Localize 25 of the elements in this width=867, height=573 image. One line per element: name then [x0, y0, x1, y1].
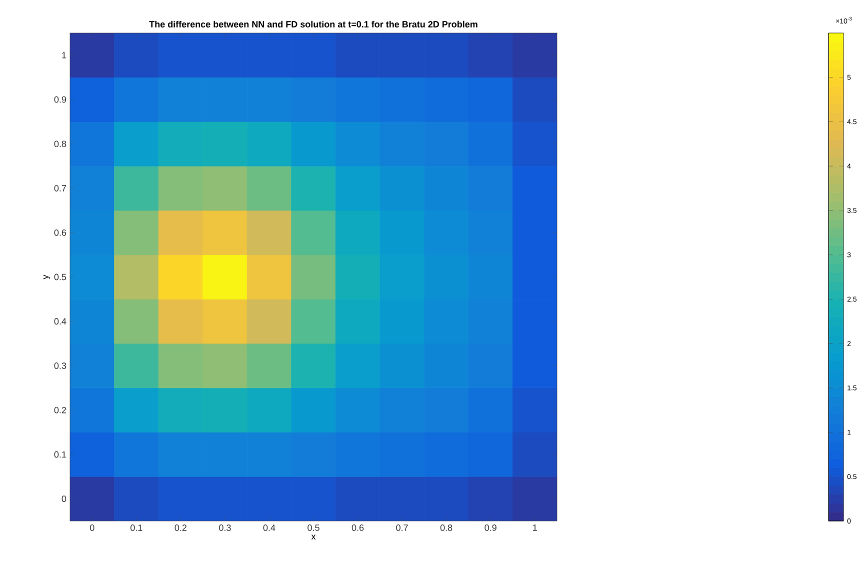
x-tick-label: 0.8: [440, 524, 452, 531]
chart-title: The difference between NN and FD solution at t=0.1 for the Bratu 2D Problem: [149, 20, 478, 28]
x-tick-label: 0.6: [352, 524, 364, 531]
y-tick-label: 0.1: [54, 451, 66, 458]
x-axis-title: x: [311, 534, 316, 540]
y-tick-label: 0.8: [54, 140, 66, 148]
x-tick-label: 0.2: [174, 524, 186, 531]
y-axis-title: y: [43, 274, 50, 280]
y-tick-label: 0.3: [54, 362, 66, 369]
x-tick-label: 0: [90, 524, 94, 531]
y-tick-label: 0: [62, 496, 66, 502]
y-tick-label: 0.5: [54, 274, 66, 280]
x-tick-label: 0.4: [263, 524, 276, 531]
y-tick-label: 0.2: [54, 406, 66, 414]
y-tick-label: 0.7: [54, 185, 66, 192]
x-tick-label: 0.5: [308, 524, 320, 531]
y-tick-label: 1: [62, 52, 66, 58]
x-tick-label: 0.9: [484, 524, 496, 531]
y-tick-label: 0.9: [54, 96, 66, 103]
x-tick-label: 1: [533, 524, 537, 531]
x-tick-label: 0.1: [130, 524, 142, 531]
y-tick-label: 0.4: [54, 318, 66, 325]
y-tick-label: 0.6: [54, 229, 66, 236]
x-tick-label: 0.7: [396, 524, 408, 531]
x-tick-label: 0.3: [219, 524, 231, 531]
